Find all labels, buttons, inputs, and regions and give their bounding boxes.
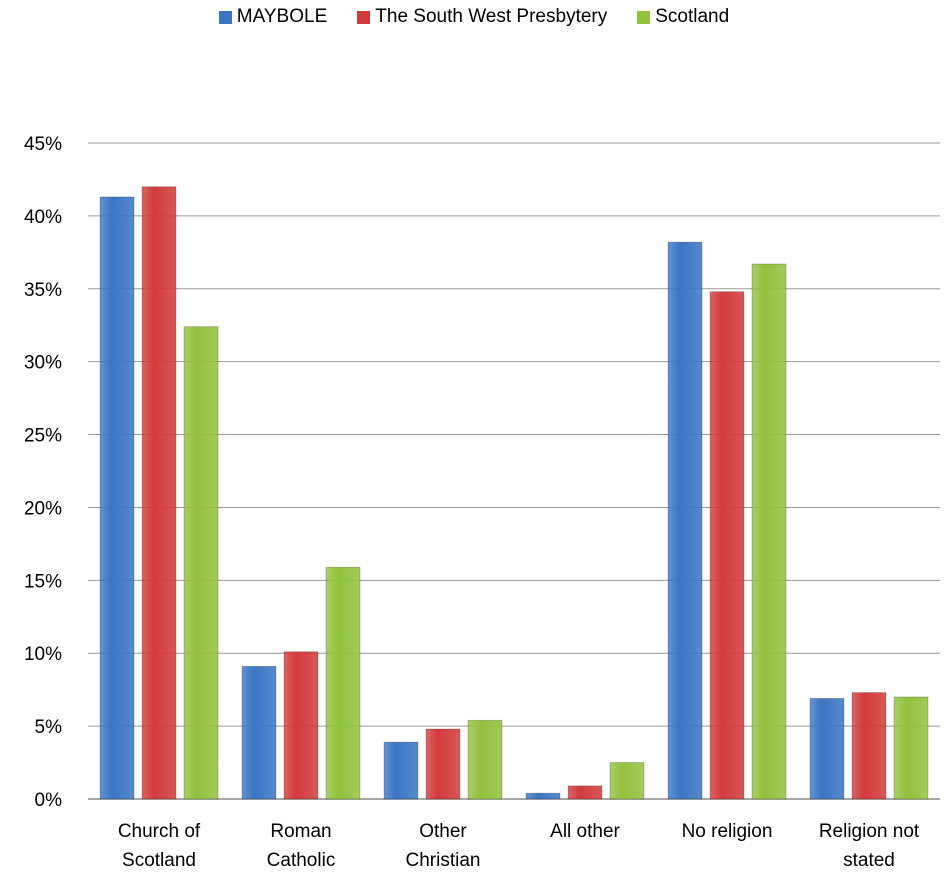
legend-swatch bbox=[357, 10, 371, 24]
x-tick-label: No religion bbox=[682, 821, 773, 842]
y-tick-label: 5% bbox=[35, 717, 63, 738]
y-tick-label: 20% bbox=[24, 498, 62, 519]
y-tick-label: 40% bbox=[24, 207, 62, 228]
bars bbox=[99, 186, 929, 800]
x-tick-label: All other bbox=[550, 821, 620, 842]
bar bbox=[325, 566, 361, 800]
bar bbox=[141, 186, 177, 800]
x-tick-label: Christian bbox=[406, 850, 481, 871]
chart-legend: MAYBOLE The South West Presbytery Scotland bbox=[0, 6, 948, 28]
legend-label: Scotland bbox=[655, 6, 730, 27]
bar bbox=[667, 241, 703, 800]
bar bbox=[525, 792, 561, 800]
bar bbox=[609, 762, 645, 800]
y-tick-label: 25% bbox=[24, 426, 62, 447]
y-tick-label: 30% bbox=[24, 353, 62, 374]
x-tick-label: Catholic bbox=[267, 850, 336, 871]
x-tick-label: stated bbox=[843, 850, 895, 871]
y-tick-label: 10% bbox=[24, 644, 62, 665]
bar bbox=[893, 696, 929, 800]
bar bbox=[383, 741, 419, 800]
legend-swatch bbox=[218, 10, 232, 24]
legend-item: MAYBOLE bbox=[218, 6, 328, 28]
x-tick-label: Roman bbox=[270, 821, 331, 842]
legend-swatch bbox=[637, 10, 651, 24]
bar bbox=[751, 263, 787, 800]
bar bbox=[467, 719, 503, 800]
legend-item: Scotland bbox=[637, 6, 729, 28]
x-axis: Church of Scotland Roman Catholic Other Chris… bbox=[118, 821, 920, 871]
y-tick-label: 15% bbox=[24, 571, 62, 592]
x-tick-label: Scotland bbox=[122, 850, 196, 871]
x-tick-label: Religion not bbox=[819, 821, 920, 842]
bar bbox=[241, 665, 277, 800]
bar bbox=[567, 785, 603, 800]
bar bbox=[851, 692, 887, 800]
bar bbox=[709, 291, 745, 800]
legend-item: The South West Presbytery bbox=[357, 6, 607, 28]
y-tick-label: 0% bbox=[35, 790, 63, 811]
x-tick-label: Church of bbox=[118, 821, 201, 842]
legend-label: The South West Presbytery bbox=[375, 6, 608, 27]
bar bbox=[809, 698, 845, 800]
x-tick-label: Other bbox=[419, 821, 467, 842]
y-tick-label: 45% bbox=[24, 134, 62, 155]
bar bbox=[183, 326, 219, 800]
y-tick-label: 35% bbox=[24, 280, 62, 301]
y-axis: 0% 5% 10% 15% 20% 25% 30% 35% 40% 45% bbox=[24, 134, 940, 811]
bar bbox=[283, 651, 319, 800]
bar bbox=[99, 196, 135, 800]
bar bbox=[425, 728, 461, 800]
legend-label: MAYBOLE bbox=[236, 6, 328, 27]
